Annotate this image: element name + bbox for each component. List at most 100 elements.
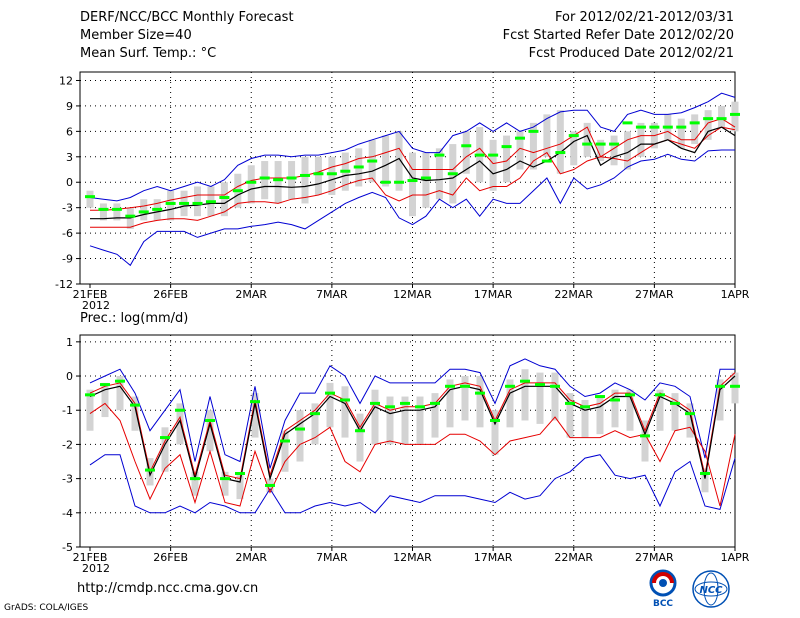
temp-median-marker xyxy=(474,153,485,157)
temp-ensemble-mean-line xyxy=(90,126,736,220)
temp-median-marker xyxy=(689,121,700,125)
prec-spread-box xyxy=(551,372,559,421)
prec-median-marker xyxy=(625,393,635,397)
temp-spread-box xyxy=(140,199,148,221)
temp-year-label: 2012 xyxy=(82,299,110,312)
prec-median-marker xyxy=(295,427,305,431)
prec-spread-box xyxy=(626,389,634,431)
prec-median-marker xyxy=(325,391,335,395)
variable-label: Mean Surf. Temp.: °C xyxy=(80,46,217,61)
prec-median-marker xyxy=(580,405,590,409)
temp-spread-box xyxy=(516,131,524,170)
temp-median-marker xyxy=(622,121,633,125)
prec-spread-box xyxy=(476,376,484,428)
prec-median-marker xyxy=(85,393,95,397)
temp-spread-box xyxy=(113,203,121,221)
prec-median-marker xyxy=(370,401,380,405)
prec-x-tick-label: 27MAR xyxy=(635,551,674,564)
temp-spread-box xyxy=(529,122,537,170)
temp-median-marker xyxy=(179,201,190,205)
prec-spread-box xyxy=(446,379,454,428)
temp-median-marker xyxy=(165,201,176,205)
source-url[interactable]: http://cmdp.ncc.cma.gov.cn xyxy=(77,581,259,596)
temp-median-marker xyxy=(246,180,257,184)
prec-x-tick-label: 22MAR xyxy=(554,551,593,564)
prec-median-marker xyxy=(685,412,695,416)
temp-x-tick-label: 1APR xyxy=(721,288,750,301)
temp-spread-box xyxy=(624,131,631,170)
member-size: Member Size=40 xyxy=(80,28,192,43)
prec-spread-box xyxy=(566,393,574,438)
prec-median-marker xyxy=(340,398,350,402)
temp-median-marker xyxy=(488,153,499,157)
temp-median-marker xyxy=(461,144,472,148)
temp-median-marker xyxy=(703,117,714,121)
temp-y-tick-label: -3 xyxy=(62,202,73,215)
temp-spread-box xyxy=(395,131,403,191)
prec-median-marker xyxy=(280,439,290,443)
prec-spread-box xyxy=(401,396,409,445)
prec-median-marker xyxy=(535,383,545,387)
temp-median-marker xyxy=(528,129,539,133)
temp-spread-box xyxy=(718,105,726,128)
temp-median-marker xyxy=(125,214,136,218)
prec-x-tick-label: 26FEB xyxy=(153,551,188,564)
forecast-period: For 2012/02/21-2012/03/31 xyxy=(555,10,734,25)
temp-median-marker xyxy=(205,200,216,204)
temp-spread-box xyxy=(274,161,282,204)
prec-median-marker xyxy=(250,400,260,404)
started-date: Fcst Started Refer Date 2012/02/20 xyxy=(502,28,734,43)
prec-spread-box xyxy=(716,379,724,421)
temp-spread-box xyxy=(167,190,175,221)
prec-spread-box xyxy=(326,382,334,428)
prec-x-tick-label: 1APR xyxy=(721,551,750,564)
temp-spread-box xyxy=(409,152,416,217)
prec-median-marker xyxy=(400,401,410,405)
temp-median-marker xyxy=(730,112,740,116)
prec-lower-spread-line xyxy=(89,402,736,507)
temp-upper-spread-line xyxy=(90,118,736,211)
temp-median-marker xyxy=(259,176,270,180)
prec-spread-box xyxy=(701,468,709,493)
prec-spread-box xyxy=(596,396,604,435)
temp-spread-box xyxy=(99,203,107,221)
temp-spread-box xyxy=(314,156,322,195)
temp-spread-box xyxy=(86,190,94,208)
prec-spread-box xyxy=(281,430,289,472)
prec-spread-box xyxy=(356,413,364,462)
temp-spread-box xyxy=(610,135,618,166)
prec-spread-box xyxy=(176,403,184,445)
prec-median-marker xyxy=(610,398,620,402)
prec-y-tick-label: 1 xyxy=(66,336,73,349)
temp-median-marker xyxy=(582,142,593,146)
prec-spread-box xyxy=(536,372,544,424)
temp-lower-extreme-line xyxy=(89,149,735,267)
prec-median-marker xyxy=(355,429,365,433)
temp-median-marker xyxy=(232,189,243,193)
temp-median-marker xyxy=(85,195,95,199)
temp-y-tick-label: 3 xyxy=(66,151,73,164)
temp-median-marker xyxy=(555,151,566,155)
temp-median-marker xyxy=(138,210,149,214)
temp-spread-box xyxy=(691,114,699,145)
temp-median-marker xyxy=(273,178,284,182)
prec-spread-box xyxy=(491,410,499,455)
temp-upper-extreme-line xyxy=(89,92,736,202)
temp-spread-box xyxy=(194,186,201,217)
prec-median-marker xyxy=(385,405,395,409)
temp-spread-box xyxy=(583,122,591,157)
prec-spread-box xyxy=(671,393,679,431)
temp-median-marker xyxy=(515,136,525,140)
prec-spread-box xyxy=(416,396,424,445)
temp-spread-box xyxy=(677,118,685,149)
prec-median-marker xyxy=(490,418,500,422)
prec-y-tick-label: 0 xyxy=(66,370,73,383)
temp-spread-box xyxy=(556,110,564,174)
prec-spread-box xyxy=(461,376,469,421)
temp-y-tick-label: -6 xyxy=(62,227,73,240)
prec-median-marker xyxy=(100,383,110,387)
prec-median-marker xyxy=(115,379,125,383)
temp-y-tick-label: -12 xyxy=(55,278,73,291)
temp-x-tick-label: 7MAR xyxy=(316,288,348,301)
temp-x-tick-label: 2MAR xyxy=(235,288,267,301)
